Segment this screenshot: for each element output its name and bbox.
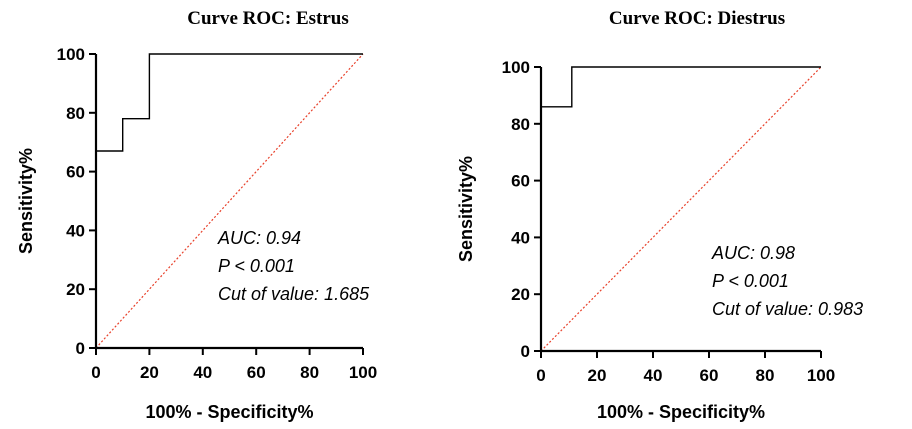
x-tick-label: 0 (536, 366, 545, 385)
x-tick-label: 80 (300, 363, 319, 382)
y-tick-label: 100 (57, 45, 85, 64)
y-tick-label: 40 (511, 228, 530, 247)
y-axis-label: Sensitivity% (16, 148, 36, 254)
y-tick-label: 60 (511, 172, 530, 191)
y-tick-label: 40 (66, 221, 85, 240)
chart-diestrus: Curve ROC: Diestrus 0 20 40 60 80 100 0 20 40 60 80… (456, 8, 863, 422)
y-tick-label: 20 (66, 280, 85, 299)
y-tick-label: 60 (66, 163, 85, 182)
chart-title: Curve ROC: Estrus (187, 8, 349, 29)
y-tick-label: 80 (66, 104, 85, 123)
y-tick-label: 0 (76, 339, 85, 358)
y-tick-label: 100 (502, 58, 530, 77)
x-tick-label: 20 (140, 363, 159, 382)
stats-annotation: AUC: 0.98 (711, 243, 795, 263)
stats-annotation: P < 0.001 (218, 256, 295, 276)
stats-annotation: Cut of value: 1.685 (218, 284, 370, 304)
reference-diagonal-line (540, 66, 822, 352)
y-tick-label: 20 (511, 285, 530, 304)
y-axis-label: Sensitivity% (456, 156, 476, 262)
x-tick-label: 100 (807, 366, 835, 385)
chart-estrus: Curve ROC: Estrus 0 20 40 60 80 100 0 20 40 60 80 10… (16, 8, 377, 422)
x-tick-label: 40 (644, 366, 663, 385)
x-axis-label: 100% - Specificity% (597, 402, 765, 422)
stats-annotation: Cut of value: 0.983 (712, 299, 863, 319)
x-tick-label: 100 (349, 363, 377, 382)
x-tick-label: 0 (91, 363, 100, 382)
x-tick-label: 60 (247, 363, 266, 382)
x-tick-label: 40 (193, 363, 212, 382)
x-tick-label: 20 (588, 366, 607, 385)
stats-annotation: P < 0.001 (712, 271, 789, 291)
y-tick-label: 80 (511, 115, 530, 134)
y-tick-label: 0 (521, 342, 530, 361)
x-tick-label: 60 (700, 366, 719, 385)
chart-title: Curve ROC: Diestrus (609, 8, 785, 29)
stats-annotation: AUC: 0.94 (217, 228, 301, 248)
x-axis-label: 100% - Specificity% (145, 402, 313, 422)
x-tick-label: 80 (756, 366, 775, 385)
